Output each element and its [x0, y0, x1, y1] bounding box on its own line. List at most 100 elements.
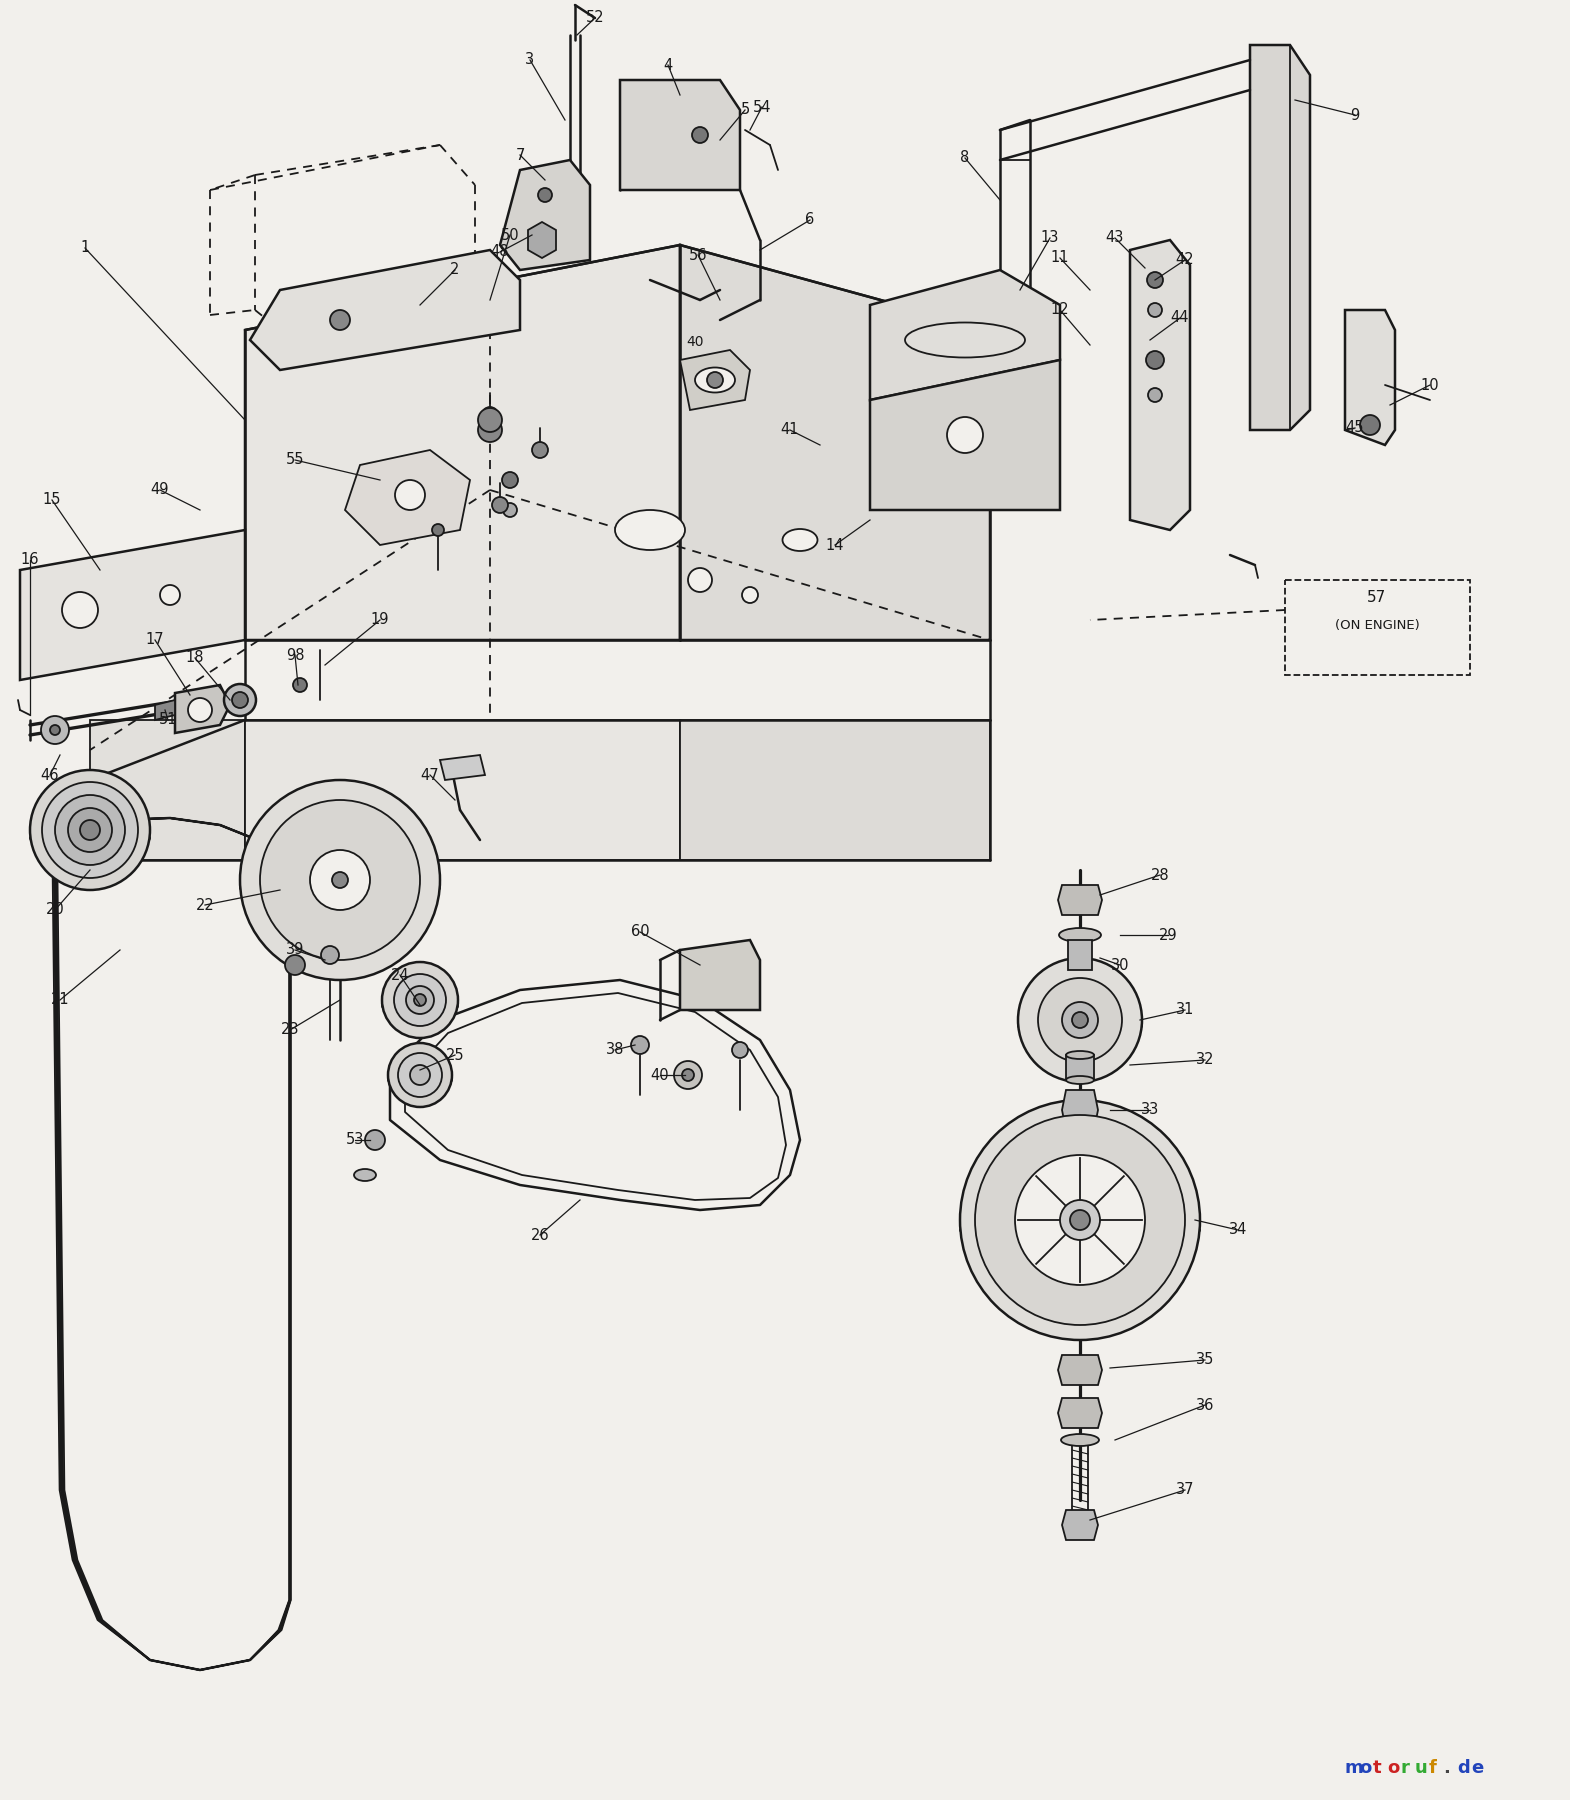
Text: 55: 55: [286, 452, 305, 468]
Circle shape: [261, 799, 421, 959]
Circle shape: [61, 592, 97, 628]
Circle shape: [225, 684, 256, 716]
Circle shape: [320, 947, 339, 965]
Text: 25: 25: [446, 1048, 465, 1062]
Text: 46: 46: [41, 767, 60, 783]
Circle shape: [42, 781, 138, 878]
Text: 15: 15: [42, 493, 61, 508]
Ellipse shape: [959, 1215, 1199, 1246]
Circle shape: [232, 691, 248, 707]
Polygon shape: [1061, 1091, 1097, 1130]
Polygon shape: [680, 245, 991, 641]
Text: 16: 16: [20, 553, 39, 567]
Circle shape: [1071, 1210, 1090, 1229]
Ellipse shape: [1060, 929, 1101, 941]
Text: 54: 54: [752, 99, 771, 115]
Circle shape: [309, 850, 371, 911]
Text: 47: 47: [421, 767, 440, 783]
Text: m: m: [1345, 1759, 1364, 1777]
Text: 20: 20: [46, 902, 64, 918]
Circle shape: [975, 1114, 1185, 1325]
Polygon shape: [680, 940, 760, 1010]
Text: e: e: [1471, 1759, 1484, 1777]
Ellipse shape: [1066, 1051, 1094, 1058]
Text: 14: 14: [826, 538, 845, 553]
Circle shape: [50, 725, 60, 734]
Text: 9: 9: [1350, 108, 1360, 122]
Text: 23: 23: [281, 1022, 300, 1037]
Text: r: r: [1400, 1759, 1410, 1777]
Ellipse shape: [30, 826, 151, 851]
Text: 19: 19: [371, 612, 389, 628]
Circle shape: [1017, 958, 1141, 1082]
Polygon shape: [89, 720, 245, 860]
Circle shape: [1148, 389, 1162, 401]
Text: 60: 60: [631, 925, 650, 940]
Circle shape: [414, 994, 425, 1006]
Text: 38: 38: [606, 1042, 625, 1058]
Circle shape: [160, 585, 181, 605]
Circle shape: [502, 472, 518, 488]
Circle shape: [188, 698, 212, 722]
Text: .: .: [1443, 1759, 1449, 1777]
Circle shape: [947, 418, 983, 454]
Text: 22: 22: [196, 898, 215, 913]
FancyBboxPatch shape: [1284, 580, 1470, 675]
Circle shape: [532, 443, 548, 457]
Circle shape: [331, 871, 349, 887]
Polygon shape: [174, 686, 229, 733]
Text: 45: 45: [1345, 421, 1364, 436]
Circle shape: [68, 808, 111, 851]
Text: 48: 48: [491, 245, 509, 259]
Circle shape: [706, 373, 724, 389]
Text: 5: 5: [741, 103, 749, 117]
Circle shape: [1014, 1156, 1145, 1285]
Ellipse shape: [782, 529, 818, 551]
Text: 98: 98: [286, 648, 305, 662]
Text: 42: 42: [1176, 252, 1195, 268]
Text: 12: 12: [1050, 302, 1069, 317]
Text: 50: 50: [501, 227, 520, 243]
Text: (ON ENGINE): (ON ENGINE): [1334, 619, 1419, 632]
Text: o: o: [1386, 1759, 1399, 1777]
Circle shape: [41, 716, 69, 743]
Circle shape: [681, 1069, 694, 1082]
Text: 35: 35: [1196, 1352, 1214, 1368]
Text: 18: 18: [185, 650, 204, 666]
Text: 26: 26: [531, 1228, 550, 1242]
Text: 39: 39: [286, 943, 305, 958]
Text: 37: 37: [1176, 1483, 1195, 1498]
Text: 7: 7: [515, 148, 524, 162]
Polygon shape: [440, 754, 485, 779]
Text: 30: 30: [1110, 958, 1129, 972]
Text: 33: 33: [1141, 1102, 1159, 1118]
Ellipse shape: [615, 509, 685, 551]
Circle shape: [394, 974, 446, 1026]
Text: 53: 53: [345, 1132, 364, 1148]
Circle shape: [396, 481, 425, 509]
Circle shape: [732, 1042, 747, 1058]
Text: o: o: [1360, 1759, 1371, 1777]
Circle shape: [1148, 302, 1162, 317]
Circle shape: [1146, 351, 1163, 369]
Polygon shape: [870, 270, 1060, 400]
Text: 31: 31: [1176, 1003, 1195, 1017]
Polygon shape: [1068, 940, 1093, 970]
Text: 40: 40: [650, 1067, 669, 1082]
Text: u: u: [1415, 1759, 1427, 1777]
Circle shape: [294, 679, 308, 691]
Polygon shape: [1130, 239, 1190, 529]
Polygon shape: [245, 720, 680, 860]
Circle shape: [692, 128, 708, 142]
Text: 52: 52: [586, 11, 604, 25]
Circle shape: [55, 796, 126, 866]
Ellipse shape: [696, 367, 735, 392]
Circle shape: [1038, 977, 1123, 1062]
Circle shape: [399, 1053, 443, 1096]
Circle shape: [491, 497, 509, 513]
Polygon shape: [1066, 1055, 1094, 1080]
Text: 29: 29: [1159, 927, 1178, 943]
Text: 21: 21: [50, 992, 69, 1008]
Ellipse shape: [1066, 1076, 1094, 1084]
Circle shape: [240, 779, 440, 979]
